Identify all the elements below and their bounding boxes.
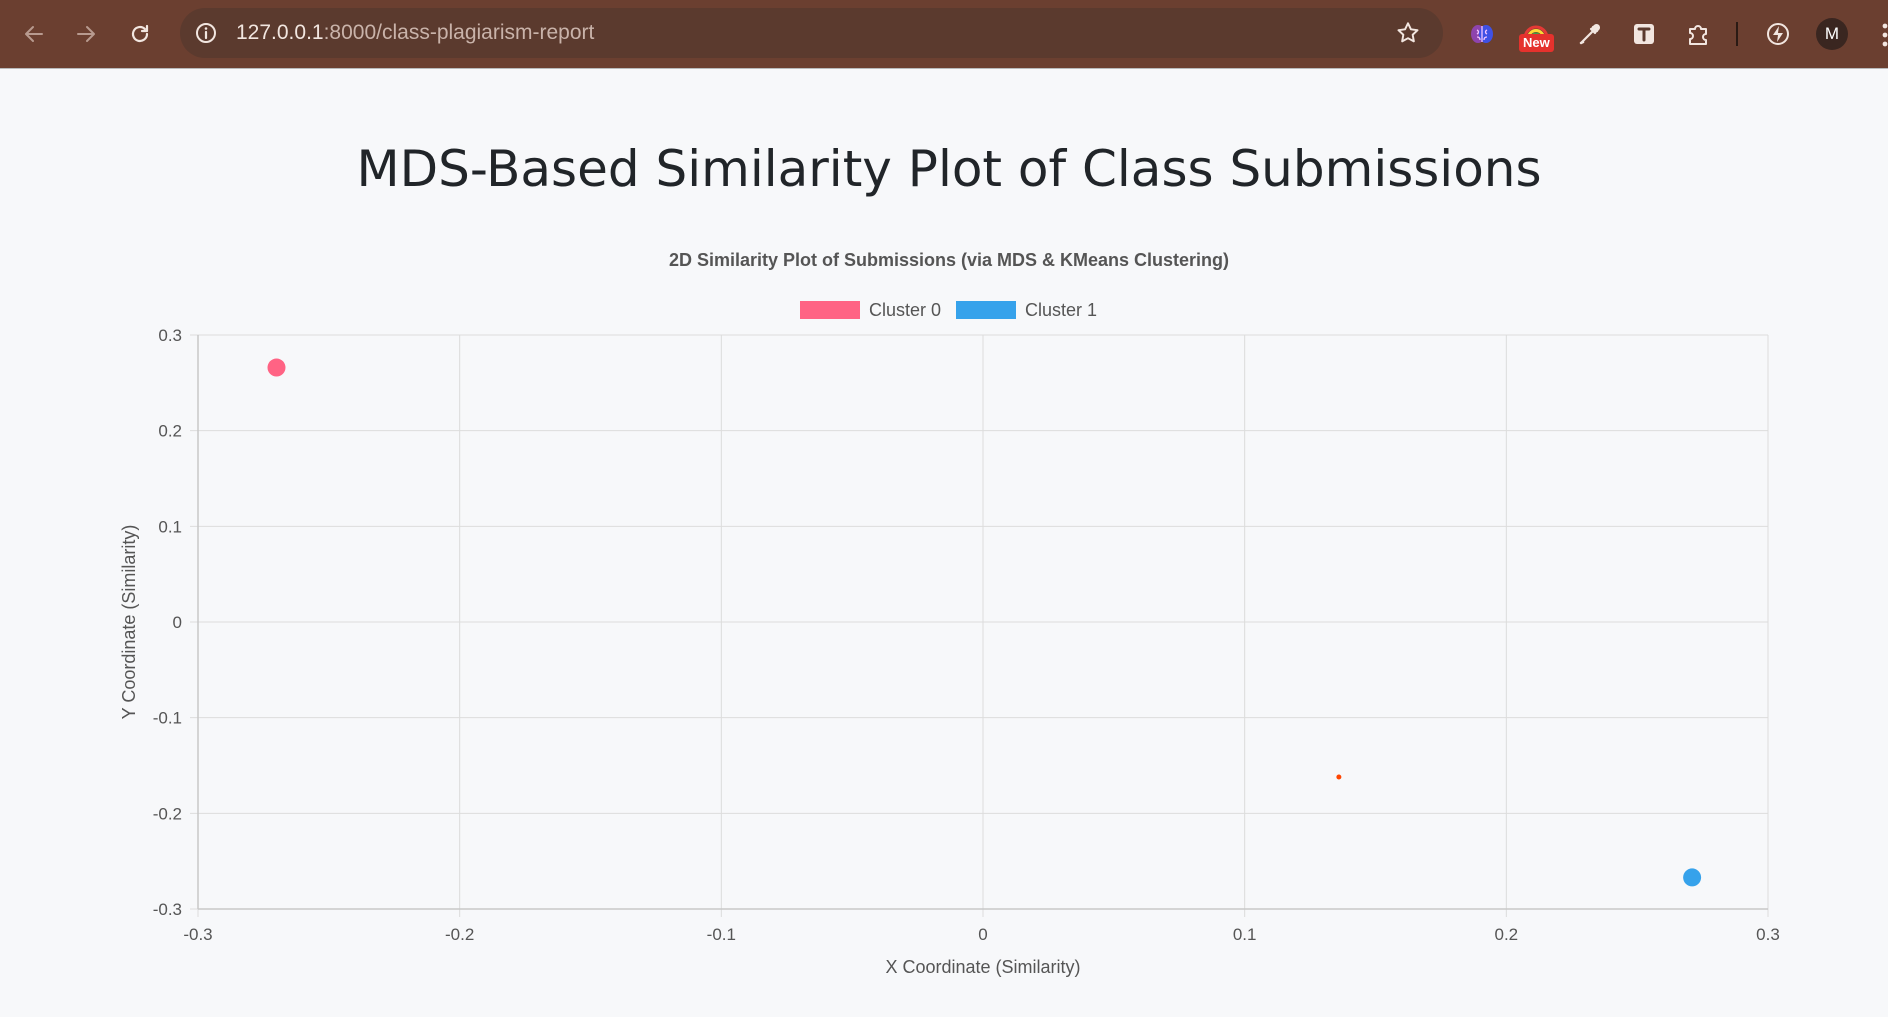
chart-title: 2D Similarity Plot of Submissions (via M… (669, 250, 1229, 270)
y-axis-label: Y Coordinate (Similarity) (119, 525, 139, 720)
more-menu-icon[interactable] (1876, 20, 1888, 50)
browser-toolbar: 127.0.0.1:8000/class-plagiarism-report N… (0, 0, 1888, 68)
chart-grid (190, 334, 1769, 917)
text-t-icon (1634, 24, 1654, 44)
extension-bolt-button[interactable] (1760, 16, 1796, 52)
x-tick-label: 0.3 (1756, 925, 1780, 944)
legend-swatch-cluster-0[interactable] (800, 301, 860, 319)
x-tick-label: 0.2 (1495, 925, 1519, 944)
profile-avatar[interactable]: M (1816, 18, 1848, 50)
url-host: 127.0.0.1 (236, 21, 324, 44)
extension-eyedropper-button[interactable] (1572, 16, 1608, 52)
y-tick-label: -0.3 (153, 900, 182, 919)
address-bar[interactable]: 127.0.0.1:8000/class-plagiarism-report (180, 8, 1443, 58)
y-tick-label: 0 (173, 613, 182, 632)
y-tick-label: 0.3 (158, 326, 182, 345)
bookmark-star-icon[interactable] (1395, 20, 1421, 46)
page-title: MDS-Based Similarity Plot of Class Submi… (356, 140, 1542, 198)
data-point-cluster-1[interactable] (1683, 868, 1702, 887)
back-arrow-icon (25, 26, 43, 42)
eyedropper-icon (1579, 23, 1601, 45)
site-info-icon[interactable] (194, 21, 218, 45)
puzzle-icon (1689, 25, 1707, 45)
url-text: 127.0.0.1:8000/class-plagiarism-report (236, 20, 594, 46)
x-axis-label: X Coordinate (Similarity) (885, 957, 1080, 977)
y-tick-label: 0.1 (158, 517, 182, 536)
chart-legend: Cluster 0 Cluster 1 (800, 300, 1097, 320)
y-tick-label: 0.2 (158, 422, 182, 441)
chart-ticks: -0.3 -0.2 -0.1 0 0.1 0.2 0.3 0.3 0.2 0.1 0 -0.1 -0.2… (153, 326, 1780, 944)
legend-label-cluster-1[interactable]: Cluster 1 (1025, 300, 1097, 320)
new-badge: New (1519, 34, 1554, 52)
x-tick-label: 0 (978, 925, 987, 944)
extensions-menu-button[interactable] (1680, 16, 1716, 52)
data-point-cluster-0[interactable] (267, 358, 286, 377)
reload-button[interactable] (120, 14, 160, 54)
forward-arrow-icon (77, 26, 95, 42)
legend-label-cluster-0[interactable]: Cluster 0 (869, 300, 941, 320)
data-point-small[interactable] (1336, 774, 1342, 780)
bolt-circle-icon (1767, 23, 1789, 45)
legend-swatch-cluster-1[interactable] (956, 301, 1016, 319)
forward-button[interactable] (66, 14, 106, 54)
x-tick-label: 0.1 (1233, 925, 1257, 944)
url-path: :8000/class-plagiarism-report (323, 21, 595, 44)
x-tick-label: -0.1 (707, 925, 736, 944)
x-tick-label: -0.3 (183, 925, 212, 944)
x-tick-label: -0.2 (445, 925, 474, 944)
chart-points (267, 358, 1702, 887)
extension-t-button[interactable] (1626, 16, 1662, 52)
reload-icon (131, 24, 149, 43)
y-tick-label: -0.1 (153, 709, 182, 728)
y-tick-label: -0.2 (153, 804, 182, 823)
back-button[interactable] (14, 14, 54, 54)
toolbar-separator (1736, 22, 1738, 46)
extension-brain-button[interactable] (1464, 16, 1500, 52)
similarity-scatter-chart: 2D Similarity Plot of Submissions (via M… (119, 250, 1780, 977)
brain-icon (1471, 25, 1493, 43)
